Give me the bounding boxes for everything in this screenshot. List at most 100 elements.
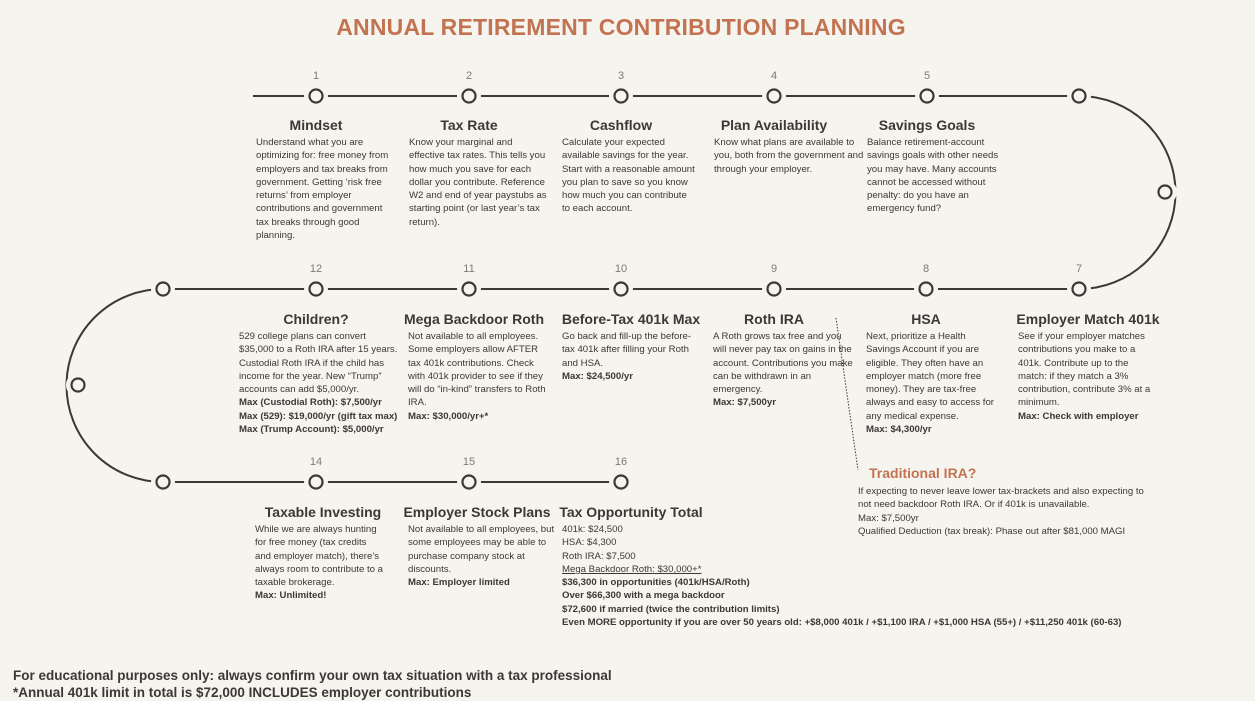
step-title: Children?	[283, 311, 349, 327]
step-title: Mega Backdoor Roth	[403, 311, 544, 327]
max-line: Max: Unlimited!	[255, 590, 327, 602]
node-circle	[1157, 184, 1173, 200]
node-circle	[766, 88, 782, 104]
page-title: ANNUAL RETIREMENT CONTRIBUTION PLANNING	[336, 14, 906, 40]
step-body: Know your marginal and effective tax rat…	[409, 136, 549, 229]
node-circle	[766, 281, 782, 297]
node-circle	[461, 88, 477, 104]
max-line: Max: $4,300/yr	[866, 424, 932, 436]
step-title: Savings Goals	[878, 117, 976, 133]
max-line: Over $66,300 with a mega backdoor	[562, 590, 725, 602]
step-children: Children? 529 college plans can convert $…	[239, 311, 399, 436]
step-roth-ira: Roth IRA A Roth grows tax free and you wi…	[713, 311, 853, 410]
step-title: Before-Tax 401k Max	[561, 311, 701, 327]
step-before-tax-401k-max: Before-Tax 401k Max Go back and fill-up t…	[562, 311, 702, 383]
node-circle	[308, 474, 324, 490]
node-circle	[308, 88, 324, 104]
step-number: 10	[614, 263, 628, 275]
max-line: $72,600 if married (twice the contributi…	[562, 603, 780, 615]
step-body: Calculate your expected available saving…	[562, 136, 697, 216]
body-line: Not available to all employees. Some emp…	[408, 331, 546, 409]
step-number: 15	[462, 456, 476, 468]
step-title: Employer Stock Plans	[403, 504, 551, 520]
footer: For educational purposes only: always co…	[13, 667, 612, 701]
step-tax-rate: Tax Rate Know your marginal and effective…	[409, 117, 549, 229]
max-line: Max (Custodial Roth): $7,500/yr	[239, 397, 382, 409]
step-hsa: HSA Next, prioritize a Health Savings Acc…	[866, 311, 1001, 436]
disclaimer: For educational purposes only: always co…	[13, 668, 612, 683]
body-line: Know what plans are available to you, bo…	[714, 137, 864, 175]
step-body: Balance retirement-account savings goals…	[867, 136, 1002, 216]
body-line: Know your marginal and effective tax rat…	[409, 137, 547, 228]
step-title: Mindset	[289, 117, 343, 133]
footnote: *Annual 401k limit in total is $72,000 I…	[13, 685, 472, 700]
step-number: 14	[309, 456, 323, 468]
body-line: Balance retirement-account savings goals…	[867, 137, 999, 215]
step-number: 7	[1075, 263, 1083, 275]
step-plan-availability: Plan Availability Know what plans are ava…	[714, 117, 864, 176]
body-line: If expecting to never leave lower tax-br…	[858, 486, 1144, 511]
step-number: 3	[617, 70, 625, 82]
max-line: Max: $7,500yr	[713, 397, 776, 409]
body-line: A Roth grows tax free and you will never…	[713, 331, 853, 396]
step-employer-stock-plans: Employer Stock Plans Not available to all…	[403, 504, 558, 589]
node-circle	[613, 281, 629, 297]
max-line: Max: Employer limited	[408, 577, 510, 589]
body-line: Mega Backdoor Roth: $30,000+*	[562, 563, 702, 575]
body-line: Next, prioritize a Health Savings Accoun…	[866, 331, 994, 422]
node-circle	[70, 377, 86, 393]
step-title: Tax Opportunity Total	[559, 504, 703, 520]
body-line: Not available to all employees, but some…	[408, 524, 555, 575]
step-number: 8	[922, 263, 930, 275]
body-line: 529 college plans can convert $35,000 to…	[239, 331, 398, 396]
step-number: 1	[312, 70, 320, 82]
body-line: HSA: $4,300	[562, 537, 617, 549]
body-line: Understand what you are optimizing for: …	[256, 137, 389, 242]
step-mindset: Mindset Understand what you are optimizin…	[256, 117, 396, 242]
body-line: See if your employer matches contributio…	[1018, 331, 1151, 409]
step-body: Not available to all employees. Some emp…	[408, 330, 548, 423]
step-body: 529 college plans can convert $35,000 to…	[239, 330, 399, 436]
step-savings-goals: Savings Goals Balance retirement-account …	[867, 117, 1002, 216]
node-circle	[613, 88, 629, 104]
node-circle	[1071, 281, 1087, 297]
node-circle	[155, 474, 171, 490]
step-employer-match-401k: Employer Match 401k See if your employer …	[1016, 311, 1159, 423]
step-title: Employer Match 401k	[1016, 311, 1160, 327]
step-mega-backdoor-roth: Mega Backdoor Roth Not available to all e…	[404, 311, 548, 423]
node-circle	[461, 474, 477, 490]
traditional-ira-body: If expecting to never leave lower tax-br…	[858, 485, 1158, 538]
max-line: Qualified Deduction (tax break): Phase o…	[858, 525, 1126, 537]
step-number: 4	[770, 70, 778, 82]
step-body: Know what plans are available to you, bo…	[714, 136, 864, 176]
body-line: Go back and fill-up the before-tax 401k …	[562, 331, 692, 369]
node-circle	[919, 88, 935, 104]
step-taxable-investing: Taxable Investing While we are always hun…	[255, 504, 385, 603]
step-body: Next, prioritize a Health Savings Accoun…	[866, 330, 1001, 436]
step-number: 5	[923, 70, 931, 82]
max-line: Max: $7,500yr	[858, 512, 919, 524]
max-line: Max: Check with employer	[1018, 410, 1139, 422]
max-line: Max (Trump Account): $5,000/yr	[239, 424, 384, 436]
step-cashflow: Cashflow Calculate your expected availabl…	[562, 117, 697, 216]
step-body: Understand what you are optimizing for: …	[256, 136, 396, 242]
traditional-ira-title: Traditional IRA?	[869, 465, 977, 481]
step-title: Tax Rate	[440, 117, 498, 133]
max-line: Max: $24,500/yr	[562, 370, 633, 382]
step-number: 2	[465, 70, 473, 82]
node-circle	[613, 474, 629, 490]
step-title: Roth IRA	[744, 311, 804, 327]
node-circle	[461, 281, 477, 297]
node-circle	[918, 281, 934, 297]
step-tax-opportunity-total: Tax Opportunity Total 401k: $24,500 HSA: $…	[559, 504, 1122, 629]
step-body: 401k: $24,500 HSA: $4,300 Roth IRA: $7,500…	[562, 523, 1122, 629]
max-line: Even MORE opportunity if you are over 50…	[562, 617, 1122, 629]
step-number: 12	[309, 263, 323, 275]
body-line: While we are always hunting for free mon…	[255, 524, 383, 589]
max-line: Max: $30,000/yr+*	[408, 410, 489, 422]
step-number: 11	[463, 263, 475, 275]
body-line: Roth IRA: $7,500	[562, 550, 636, 562]
step-body: A Roth grows tax free and you will never…	[713, 330, 853, 410]
step-body: While we are always hunting for free mon…	[255, 523, 385, 603]
step-body: See if your employer matches contributio…	[1018, 330, 1158, 423]
